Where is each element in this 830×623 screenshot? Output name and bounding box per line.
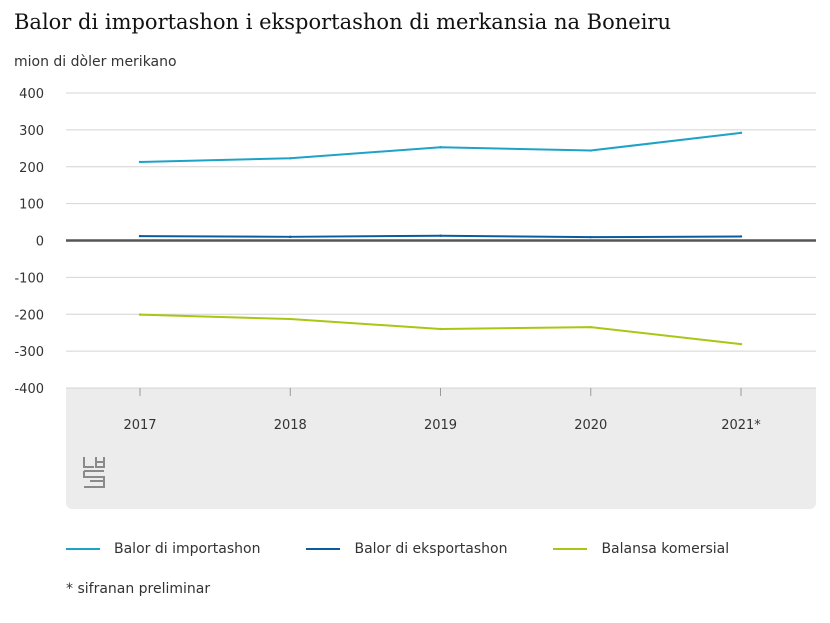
data-point [739,131,743,135]
x-tick-label: 2017 [123,418,156,433]
y-tick-label: 200 [19,161,44,176]
chart-title: Balor di importashon i eksportashon di m… [14,10,671,34]
data-point [739,235,743,238]
series-group [138,234,743,239]
cbs-logo-icon [83,457,105,488]
x-tick-label: 2020 [574,418,607,433]
legend: Balor di importashon Balor di eksportasho… [66,541,729,557]
data-point [289,317,292,321]
legend-swatch [553,548,588,550]
data-point [439,234,442,237]
x-axis-panel [66,388,816,509]
footnote: * sifranan preliminar [66,581,211,597]
x-tick-label: 2018 [274,418,307,433]
data-point [289,235,292,239]
data-point [439,146,442,149]
x-tick-label: 2019 [424,418,457,433]
legend-label: Balor di eksportashon [354,541,508,557]
y-axis-unit-label: mion di dòler merikano [14,54,177,70]
data-point [589,235,592,239]
y-tick-label: 0 [36,235,44,250]
data-point [739,342,743,346]
legend-item: Balor di importashon [66,541,260,557]
y-tick-label: -400 [14,382,44,397]
data-point [589,325,592,329]
legend-label: Balor di importashon [114,541,261,557]
legend-item: Balor di eksportashon [306,541,507,557]
legend-swatch [66,548,100,550]
y-tick-label: -200 [14,308,44,323]
series-group [138,131,743,164]
data-point [439,327,442,331]
legend-swatch [306,548,341,550]
data-point [138,234,142,238]
y-tick-label: -100 [14,271,44,286]
y-tick-label: -300 [14,345,44,360]
data-point [589,149,592,152]
legend-label: Balansa komersial [601,541,730,557]
data-point [138,313,142,316]
data-point [138,160,142,164]
y-tick-label: 300 [19,124,44,139]
series-group [138,313,743,346]
line-chart: 400 300 200 100 0 -100 -200 -300 -400 2017 2018 20… [14,87,816,509]
y-tick-label: 100 [19,198,44,213]
y-tick-label: 400 [19,87,44,102]
legend-item: Balansa komersial [553,541,729,557]
x-tick-label: 2021* [721,418,761,433]
data-point [289,157,292,160]
